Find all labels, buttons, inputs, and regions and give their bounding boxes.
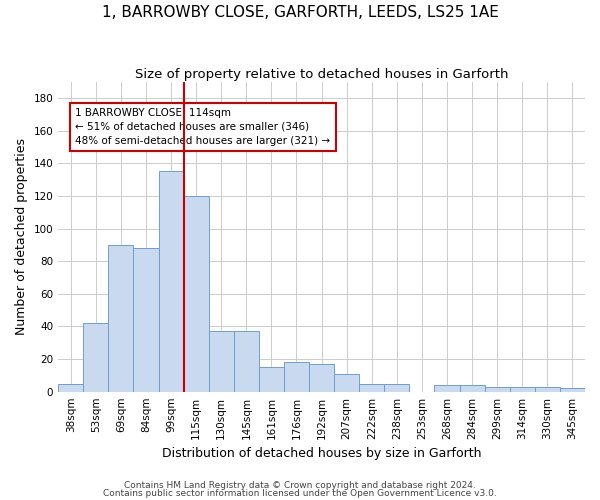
- X-axis label: Distribution of detached houses by size in Garforth: Distribution of detached houses by size …: [162, 447, 481, 460]
- Bar: [158, 172, 184, 392]
- Text: Contains public sector information licensed under the Open Government Licence v3: Contains public sector information licen…: [103, 489, 497, 498]
- Bar: [485, 387, 510, 392]
- Text: 1, BARROWBY CLOSE, GARFORTH, LEEDS, LS25 1AE: 1, BARROWBY CLOSE, GARFORTH, LEEDS, LS25…: [101, 5, 499, 20]
- Bar: [58, 384, 83, 392]
- Bar: [334, 374, 359, 392]
- Y-axis label: Number of detached properties: Number of detached properties: [15, 138, 28, 335]
- Bar: [560, 388, 585, 392]
- Bar: [309, 364, 334, 392]
- Bar: [184, 196, 209, 392]
- Bar: [133, 248, 158, 392]
- Bar: [209, 332, 234, 392]
- Bar: [510, 387, 535, 392]
- Bar: [535, 387, 560, 392]
- Bar: [434, 385, 460, 392]
- Bar: [259, 367, 284, 392]
- Bar: [460, 385, 485, 392]
- Bar: [234, 332, 259, 392]
- Title: Size of property relative to detached houses in Garforth: Size of property relative to detached ho…: [135, 68, 508, 80]
- Text: 1 BARROWBY CLOSE: 114sqm
← 51% of detached houses are smaller (346)
48% of semi-: 1 BARROWBY CLOSE: 114sqm ← 51% of detach…: [75, 108, 331, 146]
- Bar: [359, 384, 385, 392]
- Bar: [83, 323, 109, 392]
- Bar: [284, 362, 309, 392]
- Text: Contains HM Land Registry data © Crown copyright and database right 2024.: Contains HM Land Registry data © Crown c…: [124, 480, 476, 490]
- Bar: [385, 384, 409, 392]
- Bar: [109, 245, 133, 392]
